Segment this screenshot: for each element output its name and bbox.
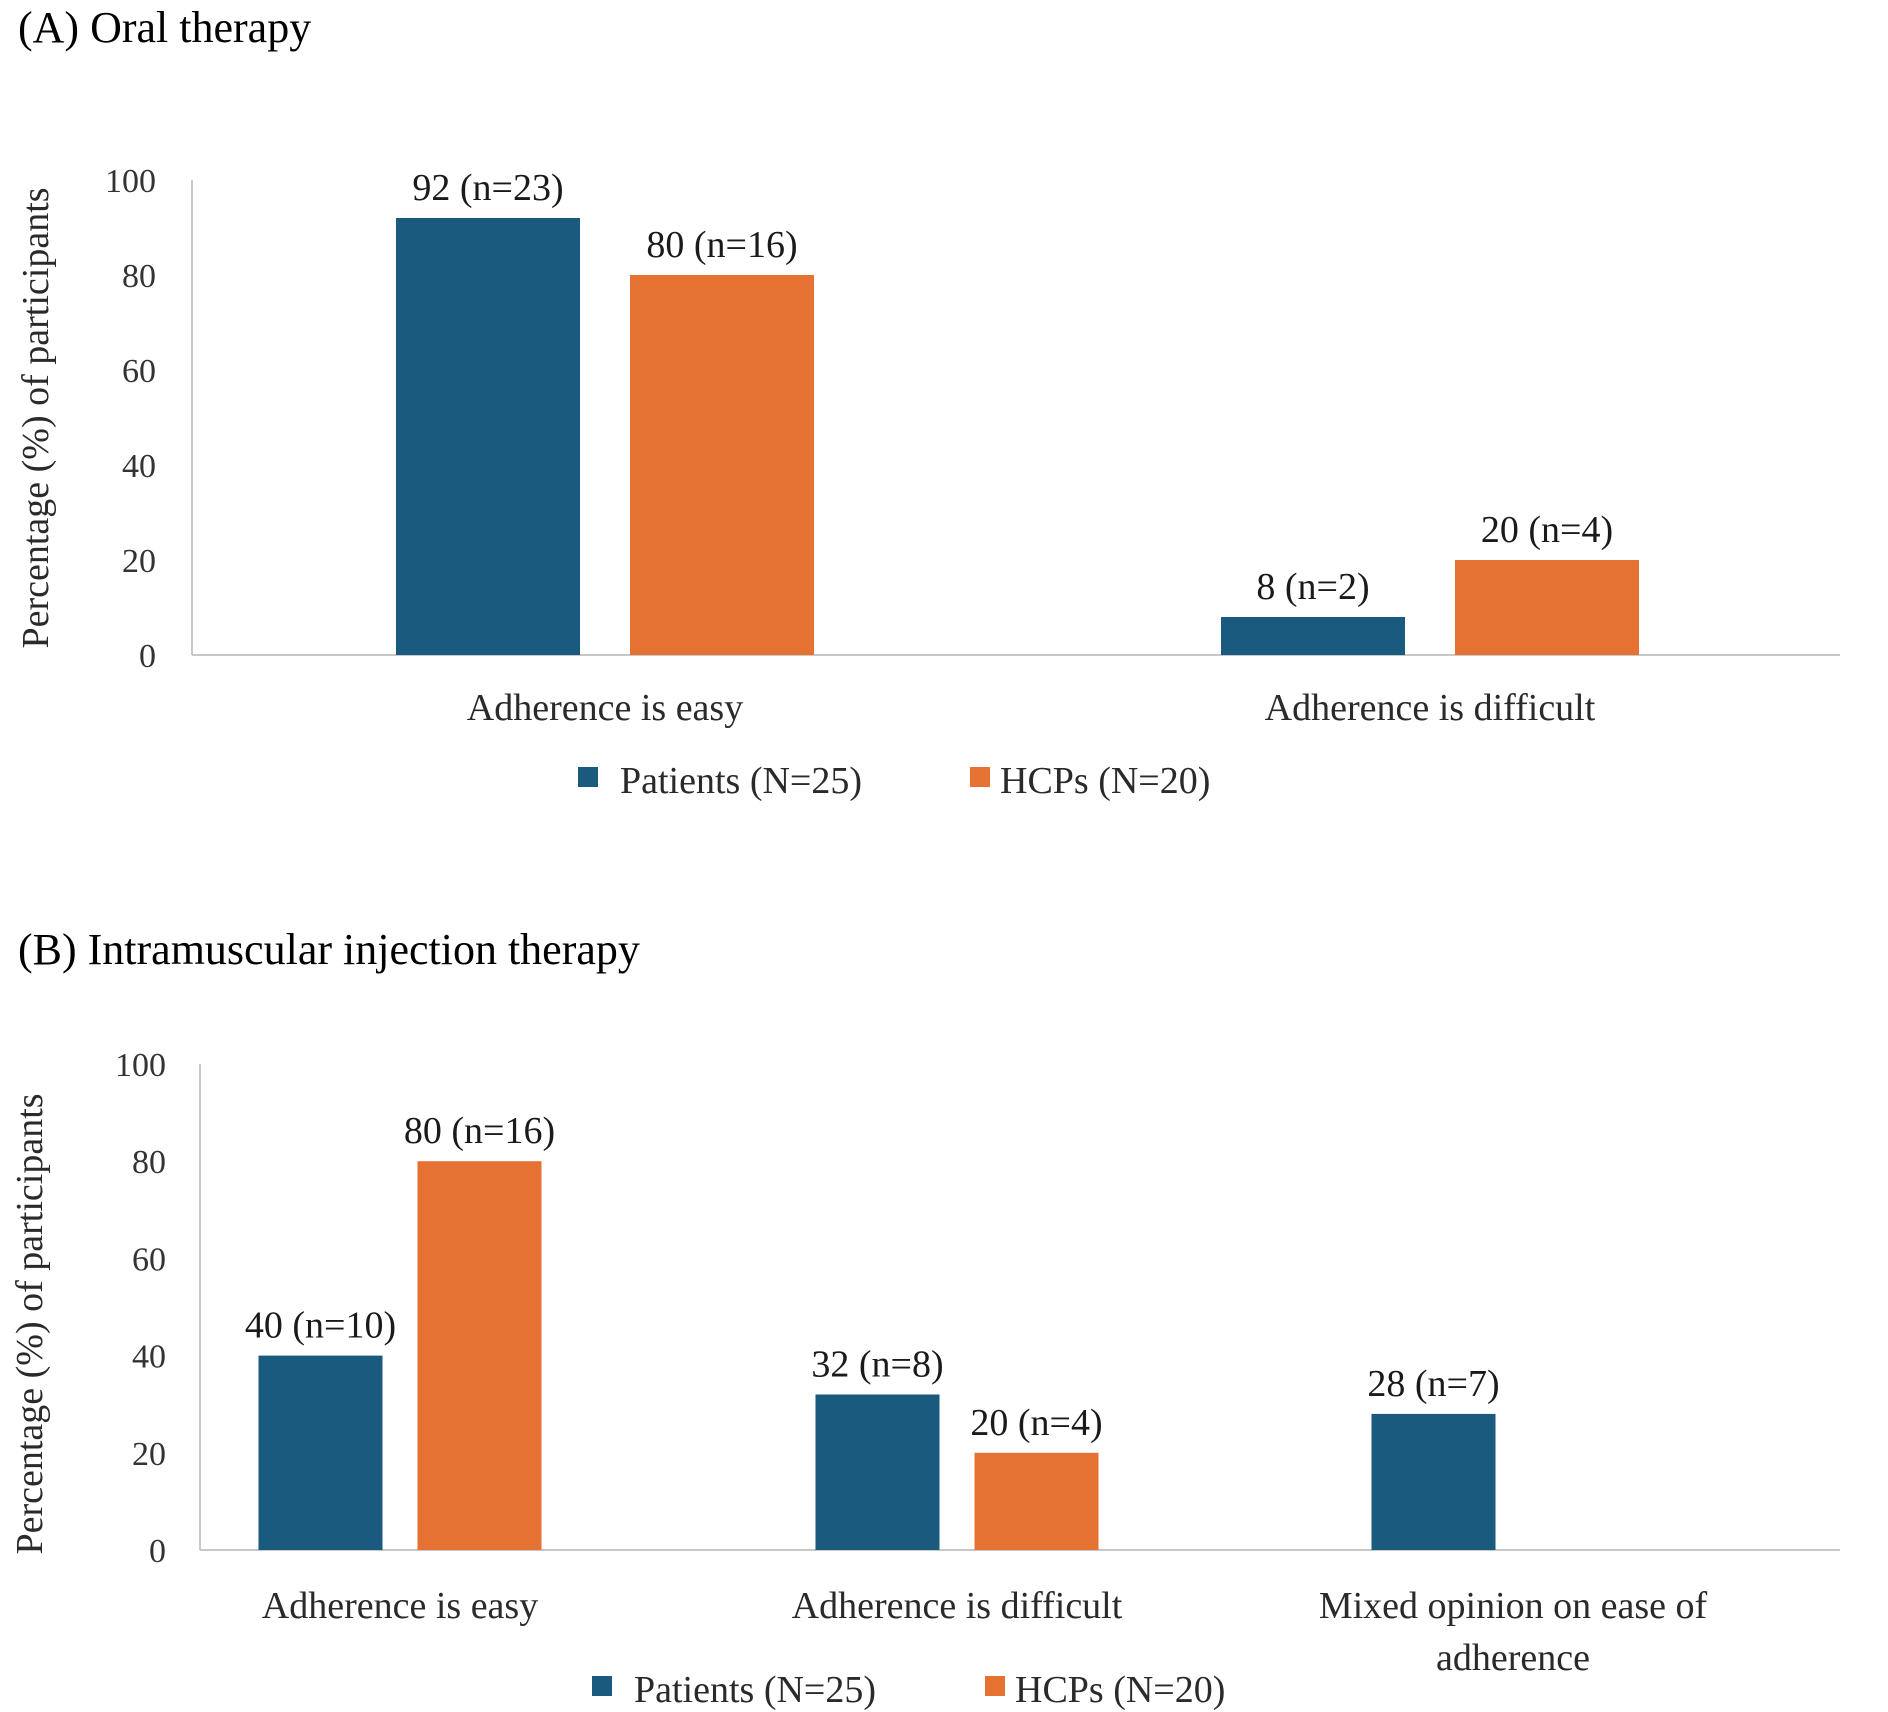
p0-y-tick-60: 60: [122, 353, 156, 390]
p1-data-label-patients-1: 32 (n=8): [811, 1343, 943, 1385]
p0-y-tick-20: 20: [122, 543, 156, 580]
p0-data-label-hcps-0: 80 (n=16): [646, 224, 797, 266]
p0-data-label-patients-0: 92 (n=23): [412, 167, 563, 209]
p0-bar-hcps-0: [630, 275, 814, 655]
p1-y-tick-80: 80: [132, 1144, 166, 1181]
p1-category-label-0-0: Adherence is easy: [262, 1585, 538, 1627]
p1-y-tick-100: 100: [115, 1047, 166, 1084]
p0-legend-label-0: Patients (N=25): [620, 760, 862, 802]
p1-category-label-1-0: Adherence is difficult: [792, 1585, 1123, 1627]
p1-category-label-2-1: adherence: [1436, 1637, 1590, 1679]
p0-legend-swatch-1: [970, 767, 990, 787]
p0-bar-patients-0: [396, 218, 580, 655]
p1-y-tick-20: 20: [132, 1436, 166, 1473]
p1-data-label-patients-0: 40 (n=10): [245, 1305, 396, 1347]
panel-a-title: (A) Oral therapy: [18, 3, 311, 52]
p0-bar-hcps-1: [1455, 560, 1639, 655]
p1-bar-patients-2: [1371, 1413, 1496, 1550]
panel-b-injection-therapy: (B) Intramuscular injection therapy 0 20 4…: [9, 925, 1840, 1711]
p1-y-tick-40: 40: [132, 1339, 166, 1376]
p1-bar-patients-1: [815, 1394, 940, 1550]
p1-y-axis-label: Percentage (%) of participants: [9, 1093, 51, 1554]
p0-category-label-0-0: Adherence is easy: [467, 687, 743, 729]
p1-data-label-patients-2: 28 (n=7): [1367, 1363, 1499, 1405]
p1-legend-swatch-1: [985, 1676, 1005, 1696]
p0-y-axis-label: Percentage (%) of participants: [15, 187, 57, 648]
p0-data-label-hcps-1: 20 (n=4): [1481, 509, 1613, 551]
p0-y-tick-40: 40: [122, 448, 156, 485]
p1-legend-swatch-0: [592, 1676, 612, 1696]
panel-a-oral-therapy: (A) Oral therapy 0 20 40 60 80 100 Percentage …: [15, 3, 1840, 802]
p0-data-label-patients-1: 8 (n=2): [1256, 566, 1369, 608]
p1-bar-hcps-0: [417, 1161, 542, 1550]
p1-y-tick-0: 0: [149, 1533, 166, 1570]
panel-b-title: (B) Intramuscular injection therapy: [18, 925, 640, 974]
p0-y-tick-80: 80: [122, 258, 156, 295]
p1-bar-hcps-1: [974, 1452, 1099, 1550]
p1-y-tick-60: 60: [132, 1241, 166, 1278]
p0-y-tick-0: 0: [139, 638, 156, 675]
p0-legend-swatch-0: [578, 767, 598, 787]
p1-category-label-2-0: Mixed opinion on ease of: [1319, 1585, 1708, 1627]
p1-data-label-hcps-1: 20 (n=4): [970, 1402, 1102, 1444]
p1-data-label-hcps-0: 80 (n=16): [404, 1110, 555, 1152]
p1-legend-label-1: HCPs (N=20): [1015, 1669, 1225, 1711]
p0-bar-patients-1: [1221, 617, 1405, 655]
p1-legend-label-0: Patients (N=25): [634, 1669, 876, 1711]
p1-bar-patients-0: [258, 1355, 383, 1550]
p0-legend-label-1: HCPs (N=20): [1000, 760, 1210, 802]
p0-y-tick-100: 100: [105, 163, 156, 200]
p0-category-label-1-0: Adherence is difficult: [1265, 687, 1596, 729]
